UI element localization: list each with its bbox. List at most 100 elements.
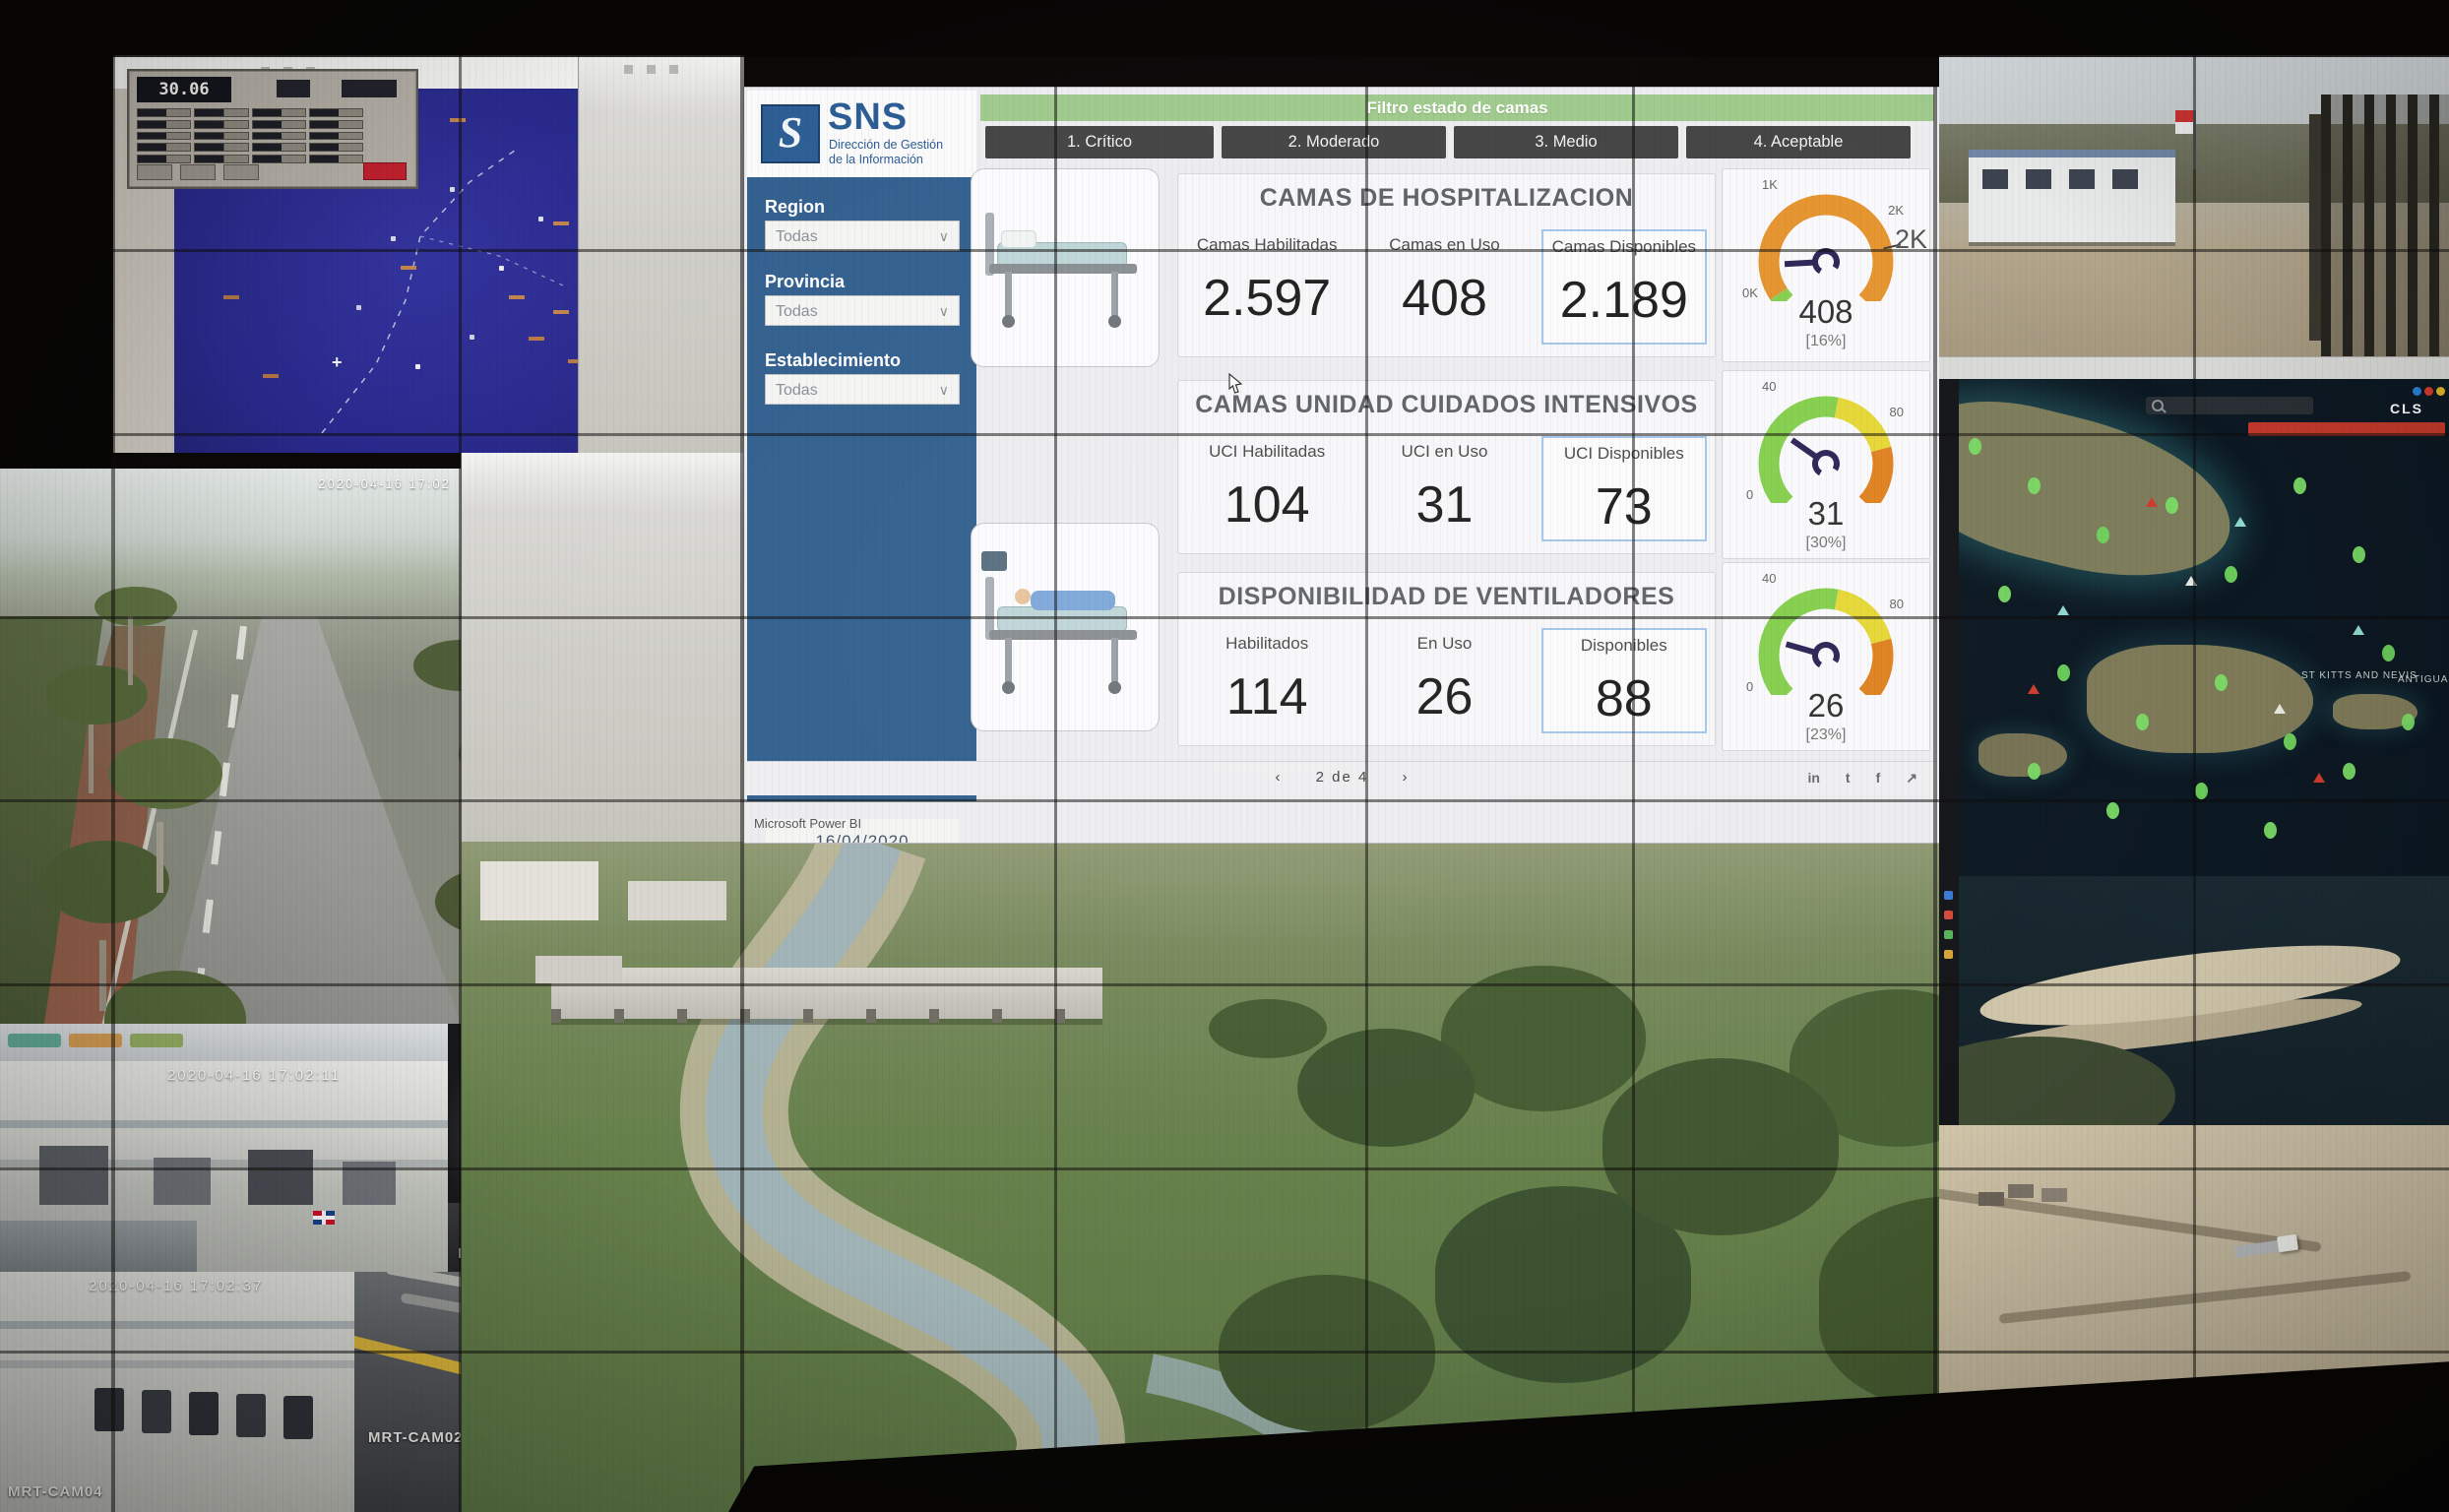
gauge-arc: [1758, 194, 1902, 301]
chevron-down-icon: ∨: [938, 382, 949, 398]
linkedin-icon[interactable]: in: [1807, 770, 1820, 786]
radar-button[interactable]: [137, 164, 172, 180]
island-hispaniola: [2087, 645, 2313, 753]
vessel-marker-white: [2185, 576, 2197, 586]
radar-button[interactable]: [223, 164, 259, 180]
sns-brand: SNS: [828, 96, 909, 138]
metric-uci-habilitadas: UCI Habilitadas 104: [1186, 436, 1348, 541]
metric-label: Habilitados: [1225, 634, 1309, 653]
metric-camas-disponibles[interactable]: Camas Disponibles 2.189: [1540, 229, 1707, 345]
metric-label: UCI Habilitadas: [1209, 442, 1326, 461]
ventiladores-card: DISPONIBILIDAD DE VENTILADORES Habilitad…: [1177, 572, 1716, 746]
metric-value: 26: [1415, 668, 1474, 725]
map-search-input[interactable]: [2146, 397, 2313, 414]
gauge-percent: [30%]: [1805, 535, 1847, 551]
vessel-marker-teal: [2353, 625, 2364, 635]
share-icon[interactable]: ↗: [1906, 770, 1917, 786]
station-hall-camera: 2020-04-16 17:02:11: [0, 1061, 448, 1272]
twitter-icon[interactable]: t: [1845, 770, 1851, 786]
crates: [2008, 1184, 2034, 1198]
browser-tab[interactable]: [8, 1034, 61, 1047]
region-value: Todas: [776, 228, 818, 245]
filter-moderado-button[interactable]: 2. Moderado: [1222, 126, 1446, 158]
map-label-stkitts: ST KITTS AND NEVIS: [2301, 670, 2418, 681]
gauge-percent: [16%]: [1805, 333, 1847, 349]
date-field[interactable]: 16/04/2020: [765, 819, 960, 843]
metric-value: 31: [1415, 476, 1474, 534]
platform-camera-label: MRT-CAM02: [368, 1429, 464, 1446]
hospital-bed-icon: [971, 168, 1160, 367]
gauge-value: 408: [1798, 293, 1853, 330]
counter: [0, 1221, 197, 1272]
island-puertorico: [2333, 694, 2418, 729]
radar-frequency-display: 30.06: [137, 77, 231, 102]
window-controls-icon[interactable]: [624, 65, 678, 74]
establecimiento-label: Establecimiento: [765, 350, 902, 370]
radar-button[interactable]: [180, 164, 216, 180]
metric-uci-en-uso: UCI en Uso 31: [1363, 436, 1525, 541]
prev-page-button[interactable]: ‹: [1275, 769, 1283, 786]
browser-toolbar[interactable]: [0, 1024, 448, 1062]
lobby-camera: 2020-04-16 17:02:37 MRT-CAM04: [0, 1272, 354, 1512]
hospitalization-title: CAMAS DE HOSPITALIZACION: [1259, 184, 1634, 212]
coast-land: [1939, 1037, 2175, 1125]
gate-flag: [2175, 110, 2193, 122]
powerbi-dashboard: S SNS Dirección de Gestión de la Informa…: [743, 87, 1941, 844]
island-jamaica: [1978, 733, 2067, 777]
vessel-marker-teal: [2057, 605, 2069, 615]
gauge-tick-max: 80: [1889, 405, 1904, 419]
room-left-edge: [0, 0, 111, 469]
filter-critico-button[interactable]: 1. Crítico: [985, 126, 1214, 158]
uci-title: CAMAS UNIDAD CUIDADOS INTENSIVOS: [1195, 391, 1698, 418]
gauge-tick-max: 80: [1889, 597, 1904, 611]
container-trailer: [1969, 150, 2175, 242]
sns-subtitle: Dirección de Gestión: [829, 138, 944, 152]
browser-tab[interactable]: [130, 1034, 183, 1047]
buildings: [480, 861, 598, 920]
map-label-antigua: ANTIGUA: [2398, 674, 2449, 685]
metric-label: Disponibles: [1580, 636, 1667, 655]
gauge-arc: [1758, 588, 1894, 695]
lobby-timestamp: 2020-04-16 17:02:37: [89, 1278, 264, 1294]
next-page-button[interactable]: ›: [1402, 769, 1410, 786]
palm-trunks: [128, 616, 133, 685]
tree-canopy: [1209, 999, 1327, 1058]
street-timestamp: 2020-04-16 17:02: [318, 476, 451, 491]
chevron-down-icon: ∨: [938, 303, 949, 319]
radar-chip: [277, 80, 310, 97]
provincia-value: Todas: [776, 303, 818, 320]
chevron-down-icon: ∨: [938, 228, 949, 244]
flight-path-lines: [321, 147, 564, 434]
filter-bar-title: Filtro estado de camas: [980, 94, 1934, 121]
page-indicator: 2 de 4: [1315, 769, 1369, 786]
vessel-marker-red: [2146, 497, 2158, 507]
metric-value: 88: [1595, 670, 1653, 727]
cls-logo: CLS: [2390, 401, 2423, 416]
desktop-band-lower: [461, 453, 744, 842]
gauge-tick-max: 2K: [1888, 203, 1904, 218]
ventiladores-title: DISPONIBILIDAD DE VENTILADORES: [1218, 583, 1675, 610]
facebook-icon[interactable]: f: [1875, 770, 1881, 786]
side-taskbar[interactable]: [1939, 379, 1959, 1125]
provincia-dropdown[interactable]: Todas ∨: [765, 295, 960, 326]
hospitalization-card: CAMAS DE HOSPITALIZACION Camas Habilitad…: [1177, 173, 1716, 357]
alert-banner[interactable]: [2248, 422, 2445, 436]
region-dropdown[interactable]: Todas ∨: [765, 220, 960, 251]
radar-stop-button[interactable]: [363, 162, 407, 180]
filters-sidebar: Region Todas ∨ Provincia Todas ∨ Estable…: [747, 177, 976, 843]
metric-vent-disponibles[interactable]: Disponibles 88: [1540, 628, 1707, 733]
metric-vent-en-uso: En Uso 26: [1363, 628, 1525, 733]
cls-logo-dots-icon: [2413, 387, 2421, 396]
establecimiento-dropdown[interactable]: Todas ∨: [765, 374, 960, 405]
radar-window: + 30.06: [113, 55, 578, 453]
search-icon: [2152, 400, 2164, 411]
browser-tab[interactable]: [69, 1034, 122, 1047]
gauge-tick-min: 0K: [1742, 285, 1758, 300]
filter-medio-button[interactable]: 3. Medio: [1454, 126, 1678, 158]
radar-control-grid[interactable]: [137, 108, 363, 163]
radar-cursor-icon[interactable]: +: [332, 352, 343, 372]
sns-header: S SNS Dirección de Gestión de la Informa…: [747, 91, 976, 177]
filter-aceptable-button[interactable]: 4. Aceptable: [1686, 126, 1911, 158]
establecimiento-value: Todas: [776, 382, 818, 399]
metric-uci-disponibles[interactable]: UCI Disponibles 73: [1540, 436, 1707, 541]
